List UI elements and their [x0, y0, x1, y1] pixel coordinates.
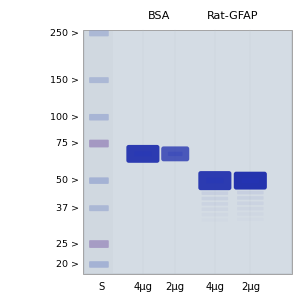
FancyBboxPatch shape — [134, 151, 152, 156]
Text: 4μg: 4μg — [134, 282, 152, 292]
Text: 150 >: 150 > — [50, 76, 79, 85]
FancyBboxPatch shape — [201, 191, 228, 195]
FancyBboxPatch shape — [198, 171, 231, 190]
FancyBboxPatch shape — [89, 140, 109, 148]
FancyBboxPatch shape — [168, 152, 182, 156]
Text: 2μg: 2μg — [166, 282, 185, 292]
Bar — [85, 31, 291, 273]
FancyBboxPatch shape — [89, 240, 109, 248]
Text: 37 >: 37 > — [56, 204, 79, 213]
Text: 20 >: 20 > — [56, 260, 79, 269]
FancyBboxPatch shape — [161, 146, 189, 161]
Text: BSA: BSA — [148, 11, 170, 21]
FancyBboxPatch shape — [206, 178, 224, 183]
FancyBboxPatch shape — [237, 191, 263, 194]
Text: 25 >: 25 > — [56, 240, 79, 249]
FancyBboxPatch shape — [201, 197, 228, 200]
FancyBboxPatch shape — [89, 30, 109, 36]
FancyBboxPatch shape — [242, 178, 259, 183]
Bar — [85, 31, 113, 273]
FancyBboxPatch shape — [89, 205, 109, 211]
Bar — [83, 30, 292, 274]
FancyBboxPatch shape — [126, 145, 159, 163]
Text: 100 >: 100 > — [50, 113, 79, 122]
FancyBboxPatch shape — [89, 261, 109, 268]
FancyBboxPatch shape — [89, 77, 109, 83]
FancyBboxPatch shape — [89, 114, 109, 120]
Text: Rat-GFAP: Rat-GFAP — [207, 11, 258, 21]
Text: 250 >: 250 > — [50, 29, 79, 38]
Text: S: S — [98, 282, 104, 292]
Text: 2μg: 2μg — [241, 282, 260, 292]
Text: 4μg: 4μg — [205, 282, 224, 292]
Text: 50 >: 50 > — [56, 176, 79, 185]
FancyBboxPatch shape — [89, 177, 109, 184]
FancyBboxPatch shape — [234, 172, 267, 190]
Text: 75 >: 75 > — [56, 139, 79, 148]
FancyBboxPatch shape — [237, 196, 263, 200]
